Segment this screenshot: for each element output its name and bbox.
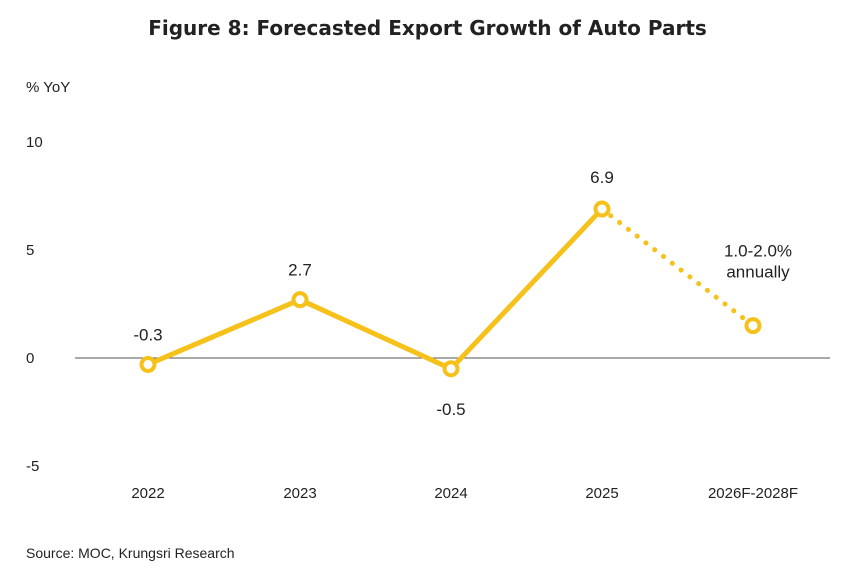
y-tick-label: 5 xyxy=(26,242,34,259)
data-label: 2.7 xyxy=(288,261,312,280)
data-label-line: annually xyxy=(726,263,790,282)
data-point xyxy=(593,200,611,218)
data-point xyxy=(291,291,309,309)
series-lines xyxy=(145,206,756,372)
data-label: 6.9 xyxy=(590,168,614,187)
chart-title: Figure 8: Forecasted Export Growth of Au… xyxy=(148,16,707,40)
data-labels: -0.3 2.7 -0.5 6.9 1.0-2.0% annually xyxy=(133,168,792,419)
y-axis-label: % YoY xyxy=(26,79,70,96)
y-axis-ticks: -5 0 5 10 xyxy=(26,134,43,475)
data-label: -0.5 xyxy=(436,400,465,419)
y-tick-label: 10 xyxy=(26,134,43,151)
data-label: 1.0-2.0% annually xyxy=(724,242,792,282)
source-note: Source: MOC, Krungsri Research xyxy=(26,545,235,561)
data-point xyxy=(442,360,460,378)
x-axis-ticks: 2022 2023 2024 2025 2026F-2028F xyxy=(131,485,798,502)
data-label-line: 1.0-2.0% xyxy=(724,242,792,261)
line-segment xyxy=(297,297,454,372)
series-points xyxy=(139,200,762,378)
x-tick-label: 2026F-2028F xyxy=(708,485,798,502)
line-segment xyxy=(448,206,605,372)
y-tick-label: 0 xyxy=(26,350,34,367)
y-tick-label: -5 xyxy=(26,458,39,475)
forecast-segment-dotted xyxy=(599,206,756,329)
x-tick-label: 2023 xyxy=(283,485,316,502)
data-label: -0.3 xyxy=(133,325,162,344)
x-tick-label: 2024 xyxy=(434,485,467,502)
x-tick-label: 2025 xyxy=(585,485,618,502)
data-point xyxy=(139,355,157,373)
data-point xyxy=(744,317,762,335)
x-tick-label: 2022 xyxy=(131,485,164,502)
line-segment xyxy=(145,297,303,367)
